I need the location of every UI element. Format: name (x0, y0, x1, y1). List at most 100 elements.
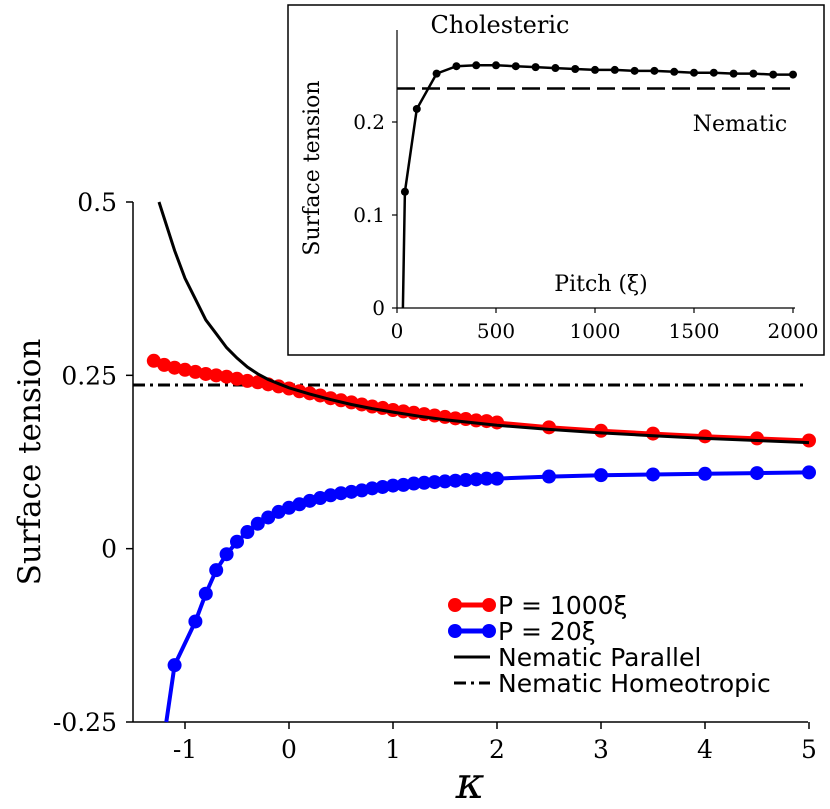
inset-y-axis-label: Surface tension (300, 80, 325, 255)
inset-y-tick-label: 0.2 (353, 110, 385, 134)
inset-cholesteric-point (670, 67, 679, 76)
legend-label-p1000: P = 1000ξ (498, 591, 627, 620)
inset-cholesteric-point (492, 61, 500, 70)
inset-cholesteric-point (749, 69, 758, 78)
inset-y-tick-label: 0.1 (353, 203, 385, 227)
p20-point (240, 525, 255, 540)
inset-y-tick-label: 0 (372, 296, 385, 320)
p20-point (469, 472, 484, 487)
p20-point (698, 466, 712, 481)
p1000-point (178, 362, 192, 377)
p20-point (198, 586, 213, 601)
p1000-point (230, 371, 244, 386)
p20-point (375, 479, 390, 494)
p1000-point (188, 364, 203, 379)
p20-point (344, 484, 359, 499)
main-y-tick-label: 0 (101, 535, 117, 564)
inset-cholesteric-point (709, 68, 718, 77)
main-x-axis-label: κ (455, 758, 485, 809)
p1000-point (750, 431, 764, 446)
p20-point (386, 478, 400, 493)
main-y-tick-label: -0.25 (53, 708, 117, 737)
p20-point (417, 475, 432, 490)
inset-cholesteric-point (729, 69, 738, 78)
legend-label-nematic-parallel: Nematic Parallel (498, 643, 701, 672)
legend-label-nematic-homeotropic: Nematic Homeotropic (498, 669, 771, 698)
p20-point (646, 467, 660, 482)
p20-point (188, 614, 203, 629)
legend: P = 1000ξ P = 20ξ Nematic Parallel Nemat… (448, 591, 771, 698)
p1000-point (542, 420, 556, 435)
legend-item-nematic-parallel: Nematic Parallel (454, 643, 701, 672)
inset-cholesteric-point (472, 61, 481, 70)
main-y-tick-label: 0.25 (61, 361, 117, 390)
p20-point (406, 476, 421, 491)
main-x-tick-label: 0 (281, 735, 297, 764)
p20-point (458, 473, 473, 488)
p1000-point (490, 415, 504, 430)
inset-cholesteric-point (630, 66, 639, 75)
inset-cholesteric-point (789, 70, 797, 79)
inset-x-axis-label: Pitch (ξ) (554, 272, 647, 297)
p20-point (334, 486, 348, 501)
p20-point (594, 468, 608, 483)
p20-point (542, 469, 556, 484)
p20-point (230, 534, 244, 549)
p20-point (448, 473, 463, 488)
main-x-tick-label: 2 (489, 735, 505, 764)
inset-x-tick-label: 500 (477, 319, 515, 343)
main-y-axis-label: Surface tension (12, 339, 48, 586)
inset-cholesteric-label: Cholesteric (431, 11, 570, 39)
main-x-tick-label: 4 (697, 735, 713, 764)
p20-point (354, 483, 369, 498)
p20-point (209, 563, 224, 578)
p1000-point (698, 429, 712, 444)
p20-point (219, 547, 234, 562)
inset-nematic-label: Nematic (693, 112, 787, 137)
p20-point (427, 475, 442, 490)
p20-point (396, 477, 411, 492)
p1000-point (209, 368, 224, 383)
inset-cholesteric-point (690, 68, 698, 77)
main-y-tick-label: 0.5 (77, 188, 117, 217)
inset-cholesteric-point (432, 69, 441, 78)
legend-label-p20: P = 20ξ (498, 617, 596, 646)
inset-cholesteric-point (412, 104, 421, 113)
inset-x-tick-label: 0 (391, 319, 404, 343)
legend-item-p20: P = 20ξ (448, 617, 596, 646)
inset-cholesteric-point (452, 62, 461, 71)
nematic-parallel-line (157, 201, 810, 445)
p1000-point (250, 375, 265, 390)
legend-item-nematic-homeotropic: Nematic Homeotropic (454, 669, 771, 698)
main-x-tick-label: 5 (801, 735, 817, 764)
p1000-line (153, 358, 810, 443)
main-x-tick-label: 1 (385, 735, 401, 764)
legend-item-p1000: P = 1000ξ (448, 591, 627, 620)
inset-cholesteric-point (400, 187, 409, 196)
main-x-tick-label: 3 (593, 735, 609, 764)
p1000-point (594, 423, 608, 438)
p20-point (167, 658, 182, 673)
p20-point (261, 510, 276, 525)
p1000-point (219, 369, 234, 384)
inset-x-tick-label: 1500 (669, 319, 720, 343)
inset-cholesteric-point (551, 64, 560, 73)
inset-frame (287, 4, 825, 356)
inset-cholesteric-point (571, 64, 580, 73)
p20-point (802, 465, 816, 480)
inset-chart: 0 500 1000 1500 2000 0 0.1 0.2 Cholesteric Nema… (287, 4, 825, 356)
p20-point (490, 471, 504, 486)
inset-cholesteric-line (401, 64, 793, 309)
p20-point (479, 471, 494, 486)
main-chart: -1 0 1 2 3 4 5 -0.25 0 0.25 0.5 Surface tension κ (12, 188, 817, 809)
inset-cholesteric-point (511, 62, 520, 71)
p1000-point (198, 366, 213, 381)
inset-cholesteric-point (531, 63, 540, 72)
p20-point (438, 474, 452, 489)
p20-point (365, 481, 380, 496)
inset-x-tick-label: 1000 (570, 319, 621, 343)
p20-point (750, 466, 764, 481)
inset-x-tick-label: 2000 (768, 319, 819, 343)
p1000-point (240, 373, 255, 388)
